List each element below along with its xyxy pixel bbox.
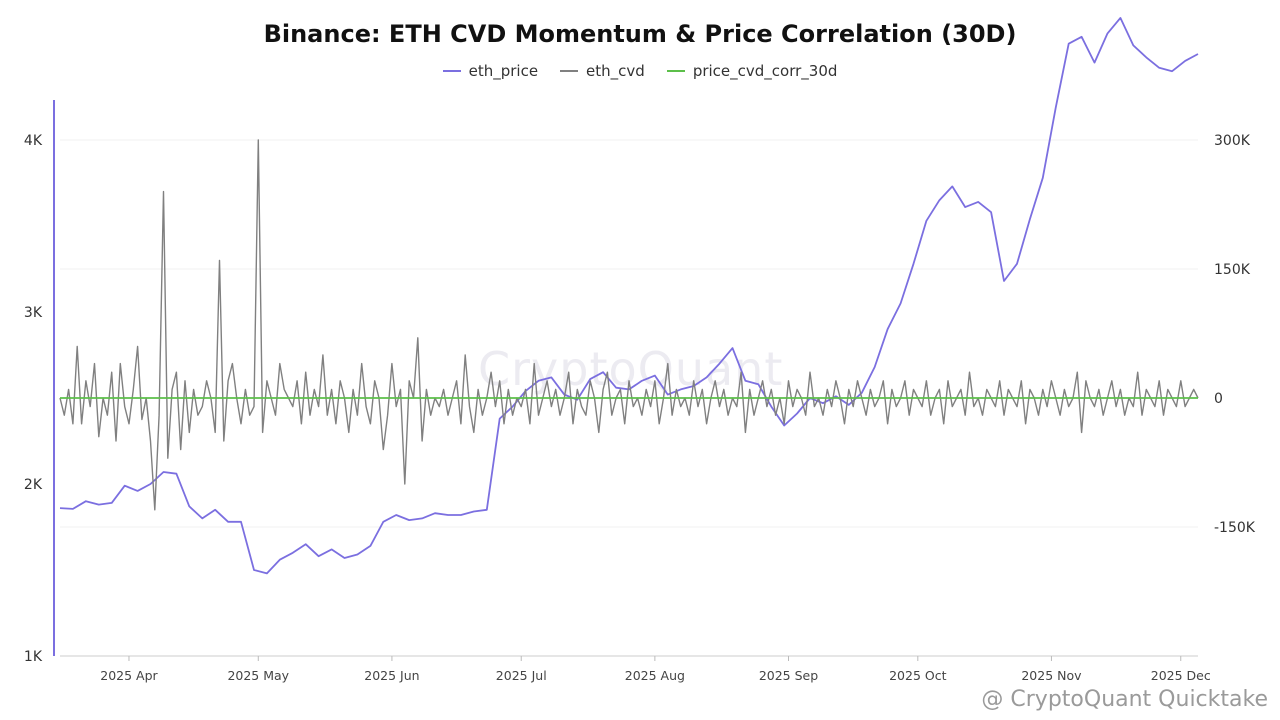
x-tick-label-3: 2025 Jul	[496, 668, 547, 683]
chart-title: Binance: ETH CVD Momentum & Price Correl…	[263, 20, 1017, 48]
y-right-tick-label-1: 150K	[1214, 262, 1251, 278]
x-tick-label-8: 2025 Dec	[1151, 668, 1211, 683]
legend-item-price-cvd-corr[interactable]: price_cvd_corr_30d	[666, 62, 838, 80]
legend-label-eth-cvd: eth_cvd	[586, 62, 645, 80]
y-right-tick-label-3: -150K	[1214, 520, 1256, 536]
credit-text: @ CryptoQuant Quicktake	[981, 687, 1268, 712]
legend-label-price-cvd-corr: price_cvd_corr_30d	[692, 62, 838, 80]
y-left-tick-label-3: 4K	[24, 133, 43, 149]
series-line-eth-cvd	[59, 139, 1199, 511]
x-tick-label-2: 2025 Jun	[364, 668, 419, 683]
series-line-eth-price	[59, 17, 1199, 575]
y-left-tick-label-2: 3K	[24, 305, 43, 321]
legend-swatch-eth-cvd	[560, 70, 579, 72]
legend-swatch-eth-price	[442, 70, 461, 72]
x-tick-label-0: 2025 Apr	[100, 668, 158, 683]
x-tick-label-7: 2025 Nov	[1021, 668, 1082, 683]
y-right-tick-label-2: 0	[1214, 391, 1223, 407]
legend: eth_price eth_cvd price_cvd_corr_30d	[0, 62, 1280, 80]
x-tick-label-4: 2025 Aug	[625, 668, 685, 683]
x-tick-label-5: 2025 Sep	[759, 668, 818, 683]
y-right-tick-label-0: 300K	[1214, 133, 1251, 149]
legend-item-eth-cvd[interactable]: eth_cvd	[560, 62, 645, 80]
x-tick-label-6: 2025 Oct	[889, 668, 946, 683]
legend-label-eth-price: eth_price	[468, 62, 539, 80]
y-left-tick-label-1: 2K	[24, 477, 43, 493]
legend-swatch-price-cvd-corr	[666, 70, 685, 72]
legend-item-eth-price[interactable]: eth_price	[442, 62, 539, 80]
y-left-tick-label-0: 1K	[24, 649, 43, 665]
x-tick-label-1: 2025 May	[227, 668, 289, 683]
